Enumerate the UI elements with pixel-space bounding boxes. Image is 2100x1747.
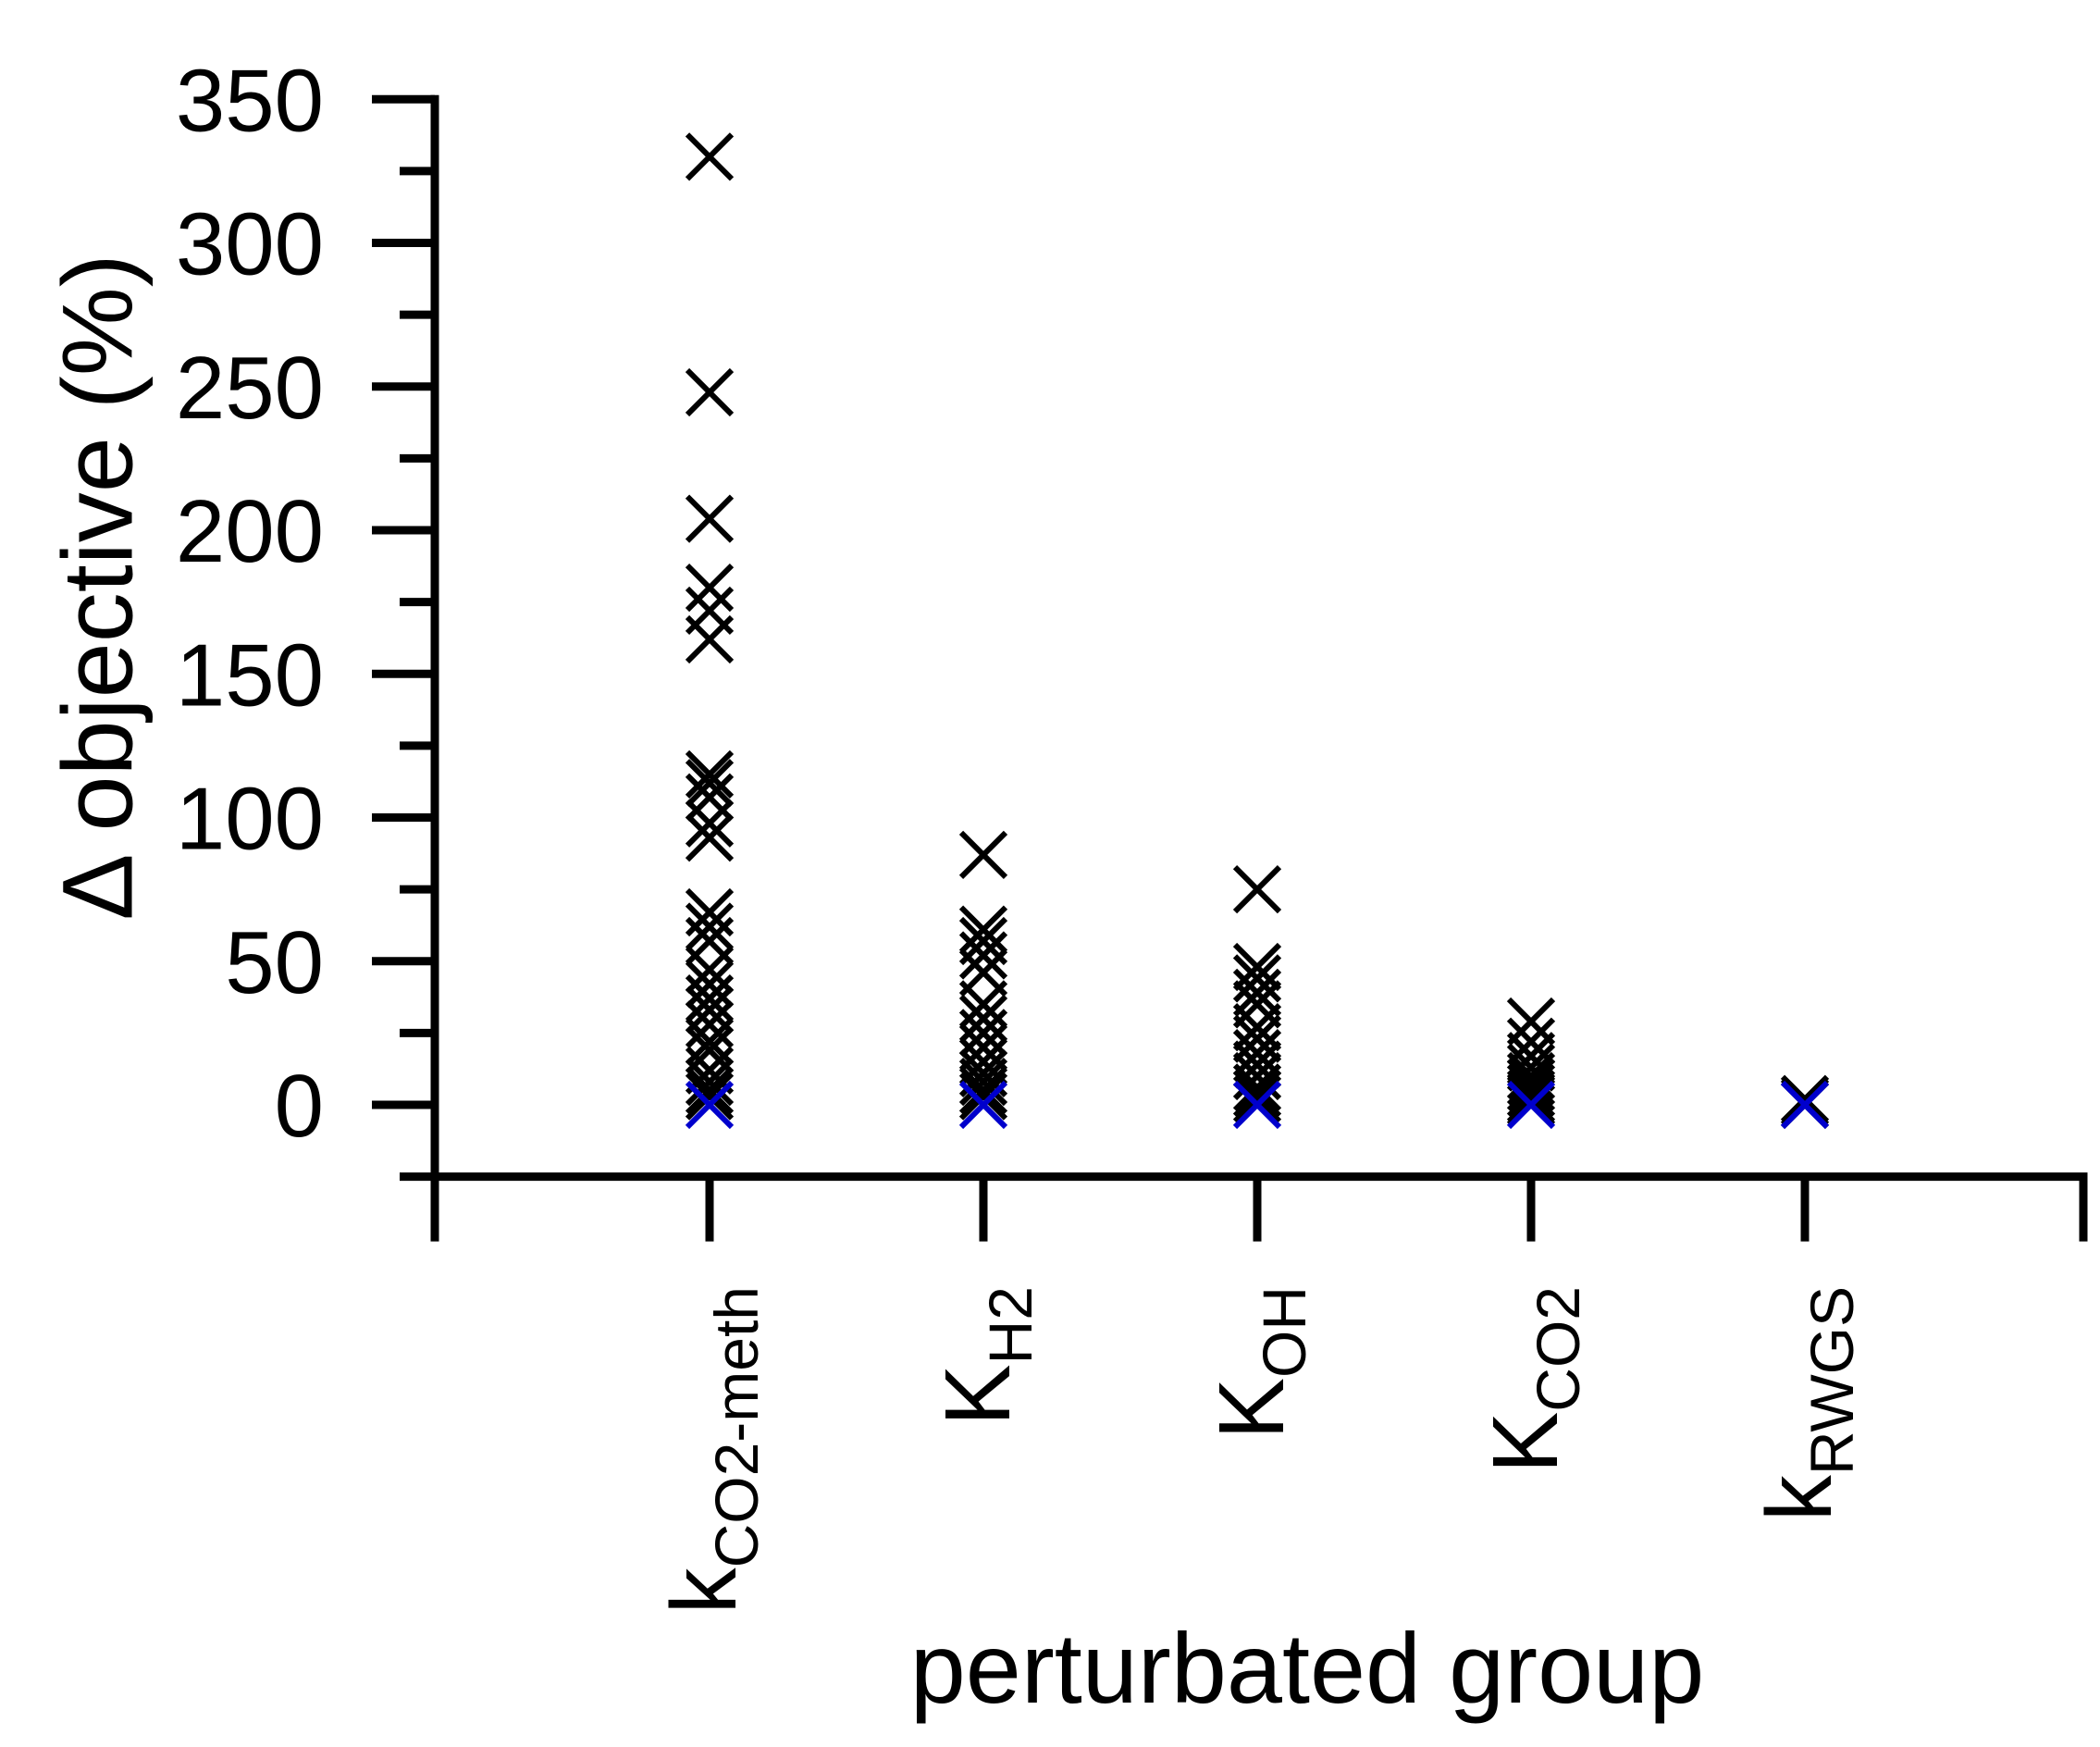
svg-text:KOH: KOH — [1200, 1286, 1318, 1440]
data-point-perturbations-kCO2meth — [685, 1072, 735, 1121]
data-point-perturbations-KOH — [1232, 1003, 1282, 1052]
svg-text:kCO2-meth: kCO2-meth — [652, 1286, 771, 1614]
data-point-perturbations-KH2 — [958, 1058, 1008, 1107]
category-label-subscript: RWGS — [1797, 1286, 1866, 1475]
svg-text:kRWGS: kRWGS — [1748, 1286, 1866, 1521]
data-point-perturbations-kCO2meth — [685, 1058, 735, 1107]
y-tick-label: 300 — [176, 195, 324, 294]
data-point-perturbations-kCO2meth — [685, 132, 735, 181]
data-point-perturbations-KH2 — [958, 931, 1008, 980]
data-point-reference-KH2 — [958, 1080, 1008, 1130]
data-point-perturbations-KH2 — [958, 830, 1008, 879]
y-tick-label: 0 — [275, 1057, 324, 1156]
data-point-perturbations-kCO2meth — [685, 799, 735, 848]
data-point-perturbations-kCO2meth — [685, 750, 735, 799]
x-axis-title: perturbated group — [910, 1612, 1705, 1724]
category-label-subscript: H2 — [976, 1286, 1044, 1364]
data-point-perturbations-KH2 — [958, 905, 1008, 954]
data-point-perturbations-KCO2 — [1506, 997, 1556, 1047]
data-point-perturbations-KOH — [1232, 942, 1282, 992]
category-label-kRWGS: kRWGS — [1748, 1286, 1866, 1521]
data-point-perturbations-kCO2meth — [685, 494, 735, 543]
data-point-perturbations-KOH — [1232, 1063, 1282, 1112]
data-point-perturbations-KCO2 — [1506, 1058, 1556, 1107]
category-label-subscript: CO2-meth — [702, 1286, 771, 1567]
data-point-perturbations-KOH — [1232, 1069, 1282, 1118]
y-tick-label: 250 — [176, 339, 324, 438]
y-axis-ticks — [372, 94, 435, 1182]
svg-text:KH2: KH2 — [926, 1286, 1044, 1426]
data-point-perturbations-kCO2meth — [685, 563, 735, 613]
data-point-perturbations-KOH — [1232, 865, 1282, 914]
category-label-main: K — [1200, 1378, 1303, 1440]
y-tick-label: 350 — [176, 51, 324, 150]
category-label-subscript: OH — [1250, 1286, 1318, 1378]
data-markers — [685, 132, 1830, 1130]
category-label-main: k — [652, 1567, 756, 1614]
data-point-perturbations-kCO2meth — [685, 813, 735, 862]
y-tick-label: 150 — [176, 626, 324, 725]
category-label-KOH: KOH — [1200, 1286, 1318, 1440]
data-point-perturbations-kCO2meth — [685, 759, 735, 808]
data-point-perturbations-KOH — [1232, 968, 1282, 1018]
category-label-kCO2meth: kCO2-meth — [652, 1286, 771, 1614]
category-label-main: K — [926, 1364, 1030, 1426]
data-point-reference-KCO2 — [1506, 1080, 1556, 1130]
data-point-perturbations-KOH — [1232, 980, 1282, 1029]
data-point-perturbations-kCO2meth — [685, 614, 735, 664]
svg-text:KCO2: KCO2 — [1474, 1286, 1592, 1473]
data-point-perturbations-KH2 — [958, 1066, 1008, 1115]
data-point-perturbations-KCO2 — [1506, 1063, 1556, 1112]
y-axis-tick-labels: 0 50 100 150 200 250 300 350 — [176, 51, 324, 1156]
data-point-perturbations-kCO2meth — [685, 367, 735, 417]
y-tick-label: 50 — [225, 913, 324, 1012]
category-label-subscript: CO2 — [1524, 1286, 1592, 1412]
data-point-perturbations-KH2 — [958, 1072, 1008, 1121]
data-point-reference-KOH — [1232, 1080, 1282, 1130]
data-point-perturbations-KOH — [1232, 1074, 1282, 1123]
data-point-perturbations-kCO2meth — [685, 902, 735, 951]
data-point-perturbations-kCO2meth — [685, 1066, 735, 1115]
y-tick-label: 100 — [176, 770, 324, 869]
data-point-perturbations-KCO2 — [1506, 1069, 1556, 1118]
x-axis-ticks — [430, 1176, 2088, 1242]
y-axis-title: Δ objective (%) — [42, 254, 154, 920]
category-label-main: K — [1474, 1412, 1577, 1474]
y-tick-label: 200 — [176, 482, 324, 581]
data-point-reference-kCO2meth — [685, 1080, 735, 1130]
category-label-main: k — [1748, 1474, 1851, 1521]
category-label-KH2: KH2 — [926, 1286, 1044, 1426]
category-label-KCO2: KCO2 — [1474, 1286, 1592, 1473]
data-point-perturbations-KOH — [1232, 1028, 1282, 1078]
data-point-reference-kRWGS — [1780, 1080, 1830, 1130]
